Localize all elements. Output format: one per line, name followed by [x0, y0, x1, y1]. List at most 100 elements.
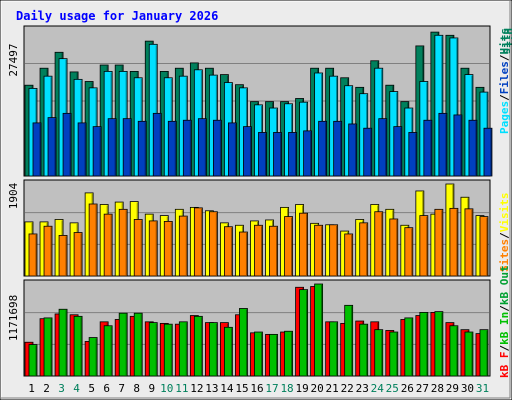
sites-bar-18	[284, 216, 293, 277]
day-label-26: 26	[401, 382, 414, 395]
pages-bar-15	[243, 126, 252, 177]
legend-files: Files	[498, 61, 511, 94]
day-label-20: 20	[311, 382, 324, 395]
pages-bar-27	[423, 119, 433, 177]
kbin-bar-24	[374, 329, 384, 377]
pages-bar-17	[273, 132, 282, 177]
kbin-bar-5	[88, 337, 98, 377]
kbin-bar-10	[163, 323, 173, 377]
top-legend: Hits	[501, 28, 512, 55]
svg-text:Pages/Files/Hits: Pages/Files/Hits	[498, 28, 511, 134]
sites-bar-30	[464, 208, 474, 277]
day-label-19: 19	[295, 382, 308, 395]
day-label-24: 24	[371, 382, 385, 395]
kbin-bar-6	[103, 325, 113, 377]
pages-bar-26	[408, 132, 418, 177]
sites-bar-2	[43, 225, 53, 277]
kbin-bar-13	[208, 322, 218, 377]
sites-bar-11	[178, 215, 188, 277]
kbin-bar-4	[73, 315, 83, 377]
sites-bar-15	[239, 231, 248, 277]
legend-pages: Pages	[498, 101, 511, 134]
pages-bar-2	[47, 117, 57, 177]
kbin-bar-17	[269, 333, 278, 377]
day-label-2: 2	[43, 382, 50, 395]
kbin-bar-7	[118, 312, 128, 377]
kbin-bar-23	[359, 323, 369, 377]
sites-bar-10	[163, 220, 173, 277]
pages-bar-12	[197, 118, 207, 177]
day-label-14: 14	[220, 382, 234, 395]
legend-kbout: kB Out	[498, 265, 511, 305]
day-label-28: 28	[431, 382, 444, 395]
day-label-30: 30	[461, 382, 474, 395]
day-label-27: 27	[416, 382, 429, 395]
sites-bar-21	[329, 224, 339, 277]
pages-bar-25	[393, 126, 403, 177]
sites-bar-29	[449, 207, 459, 277]
kbin-bar-22	[344, 304, 354, 377]
sites-bar-28	[434, 208, 444, 277]
day-label-29: 29	[446, 382, 459, 395]
pages-bar-20	[318, 120, 328, 177]
day-label-15: 15	[235, 382, 248, 395]
pages-bar-1	[32, 122, 42, 177]
pages-bar-22	[348, 123, 358, 177]
pages-bar-30	[468, 119, 478, 177]
day-label-4: 4	[73, 382, 80, 395]
sites-bar-6	[103, 213, 113, 277]
kbin-bar-27	[419, 311, 429, 377]
kbin-bar-16	[254, 331, 263, 377]
sites-bar-22	[344, 233, 354, 277]
visits-sites-panel	[23, 179, 491, 277]
sites-bar-13	[208, 211, 218, 277]
sites-bar-1	[28, 233, 38, 277]
bottom-ymax-label: 1171698	[7, 295, 20, 341]
kbin-bar-9	[148, 322, 158, 377]
sites-bar-16	[254, 224, 263, 277]
pages-bar-8	[137, 120, 147, 177]
day-label-7: 7	[118, 382, 125, 395]
kbin-bar-8	[133, 312, 143, 377]
kbin-bar-26	[404, 317, 414, 377]
pages-bar-11	[182, 119, 192, 177]
middle-ymax-label: 1904	[7, 182, 20, 209]
day-label-6: 6	[103, 382, 110, 395]
bottom-legend: kB F/kB In/kB Out	[498, 265, 511, 378]
day-label-18: 18	[280, 382, 293, 395]
sites-bar-26	[404, 227, 414, 277]
day-label-8: 8	[133, 382, 140, 395]
sites-bar-31	[479, 216, 489, 277]
day-label-22: 22	[341, 382, 354, 395]
kbin-bar-3	[58, 308, 68, 377]
day-label-11: 11	[175, 382, 188, 395]
sites-bar-4	[73, 232, 83, 277]
day-label-5: 5	[88, 382, 95, 395]
middle-legend: Sites/Visits	[498, 193, 511, 273]
sites-bar-20	[314, 224, 324, 277]
pages-bar-23	[363, 127, 373, 177]
legend-hits: Hits	[501, 28, 512, 55]
sites-bar-25	[389, 218, 399, 277]
sites-bar-14	[224, 226, 233, 277]
kbin-bar-2	[43, 317, 53, 377]
legend-kbin: kB In	[498, 312, 511, 345]
pages-bar-21	[333, 120, 343, 177]
day-label-10: 10	[160, 382, 173, 395]
pages-bar-16	[258, 132, 267, 177]
pages-bar-28	[438, 112, 448, 177]
legend-sites: Sites	[498, 239, 511, 272]
legend-sep-1: /	[498, 94, 511, 101]
legend-sep-2: /	[498, 54, 511, 61]
pages-bar-7	[122, 118, 132, 177]
legend-sep-4: /	[498, 345, 511, 352]
kbin-bar-31	[479, 329, 489, 377]
sites-bar-27	[419, 215, 429, 277]
kbytes-panel	[23, 279, 491, 377]
sites-bar-23	[359, 222, 369, 277]
legend-kbf: kB F	[498, 352, 511, 379]
pages-bar-24	[378, 118, 388, 177]
day-label-17: 17	[265, 382, 278, 395]
day-label-21: 21	[326, 382, 339, 395]
pages-bar-6	[107, 118, 117, 177]
